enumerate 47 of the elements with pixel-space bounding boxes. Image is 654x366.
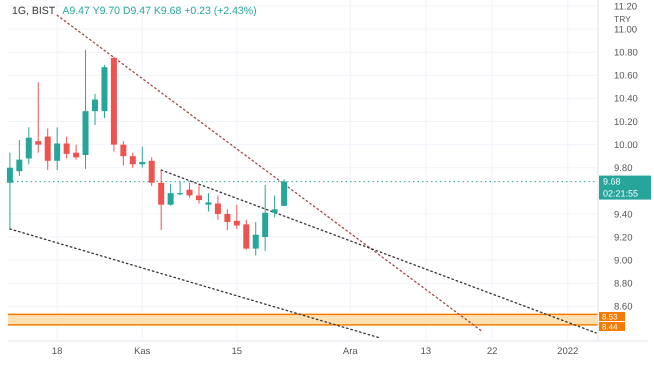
x-tick-label: Ara <box>342 346 358 357</box>
candlestick <box>16 140 22 176</box>
candlestick <box>130 152 136 168</box>
y-tick-label: 9.20 <box>614 232 632 244</box>
candlestick <box>158 170 164 231</box>
ref-line-label: 9.68 <box>603 176 621 187</box>
x-tick-label: 13 <box>420 346 432 357</box>
candlestick <box>186 182 193 198</box>
x-tick-label: 22 <box>486 346 498 357</box>
text: TRY <box>614 14 632 24</box>
x-tick-label: 2022 <box>557 346 578 357</box>
ref-line-label: 8.53 <box>602 312 618 322</box>
candlestick <box>224 208 230 231</box>
y-tick-label: 8.60 <box>614 302 632 313</box>
candlestick <box>252 222 259 256</box>
candlestick <box>92 93 98 126</box>
candlestick <box>54 126 60 171</box>
y-tick-label: 10.20 <box>614 116 638 128</box>
x-tick-label: 18 <box>52 346 62 357</box>
y-tick-label: 9.40 <box>614 209 632 220</box>
candlestick <box>139 146 146 168</box>
candlestick <box>214 194 221 220</box>
y-tick-label: 11.00 <box>614 24 638 36</box>
chart-title: 1G, BIST <box>12 5 54 17</box>
candlestick <box>35 82 42 154</box>
y-tick-label: 10.40 <box>614 94 638 105</box>
y-tick-label: 10.80 <box>614 48 638 59</box>
x-tick-label: Kas <box>134 346 151 357</box>
y-tick-label: 9.00 <box>614 255 632 266</box>
ref-line-label: 8.44 <box>602 322 618 332</box>
candlestick <box>196 184 202 204</box>
chart-subtitle: A9.47 Y9.70 D9.47 K9.68 +0.23 (+2.43%) <box>62 5 257 17</box>
text: 02:21:55 <box>603 188 638 199</box>
candlestick <box>26 126 32 165</box>
candlestick <box>73 144 80 160</box>
candlestick <box>272 194 278 218</box>
y-tick-label: 10.60 <box>614 70 638 82</box>
candlestick <box>168 183 174 206</box>
candlestick <box>64 136 70 159</box>
candlestick <box>234 204 240 230</box>
y-tick-label: 9.80 <box>614 163 632 174</box>
x-tick-label: 15 <box>232 346 242 357</box>
candlestick <box>120 140 126 166</box>
y-tick-label: 11.20 <box>614 1 638 12</box>
y-tick-label: 8.80 <box>614 278 632 290</box>
candlestick <box>148 156 155 187</box>
y-tick-label: 10.00 <box>614 140 638 151</box>
